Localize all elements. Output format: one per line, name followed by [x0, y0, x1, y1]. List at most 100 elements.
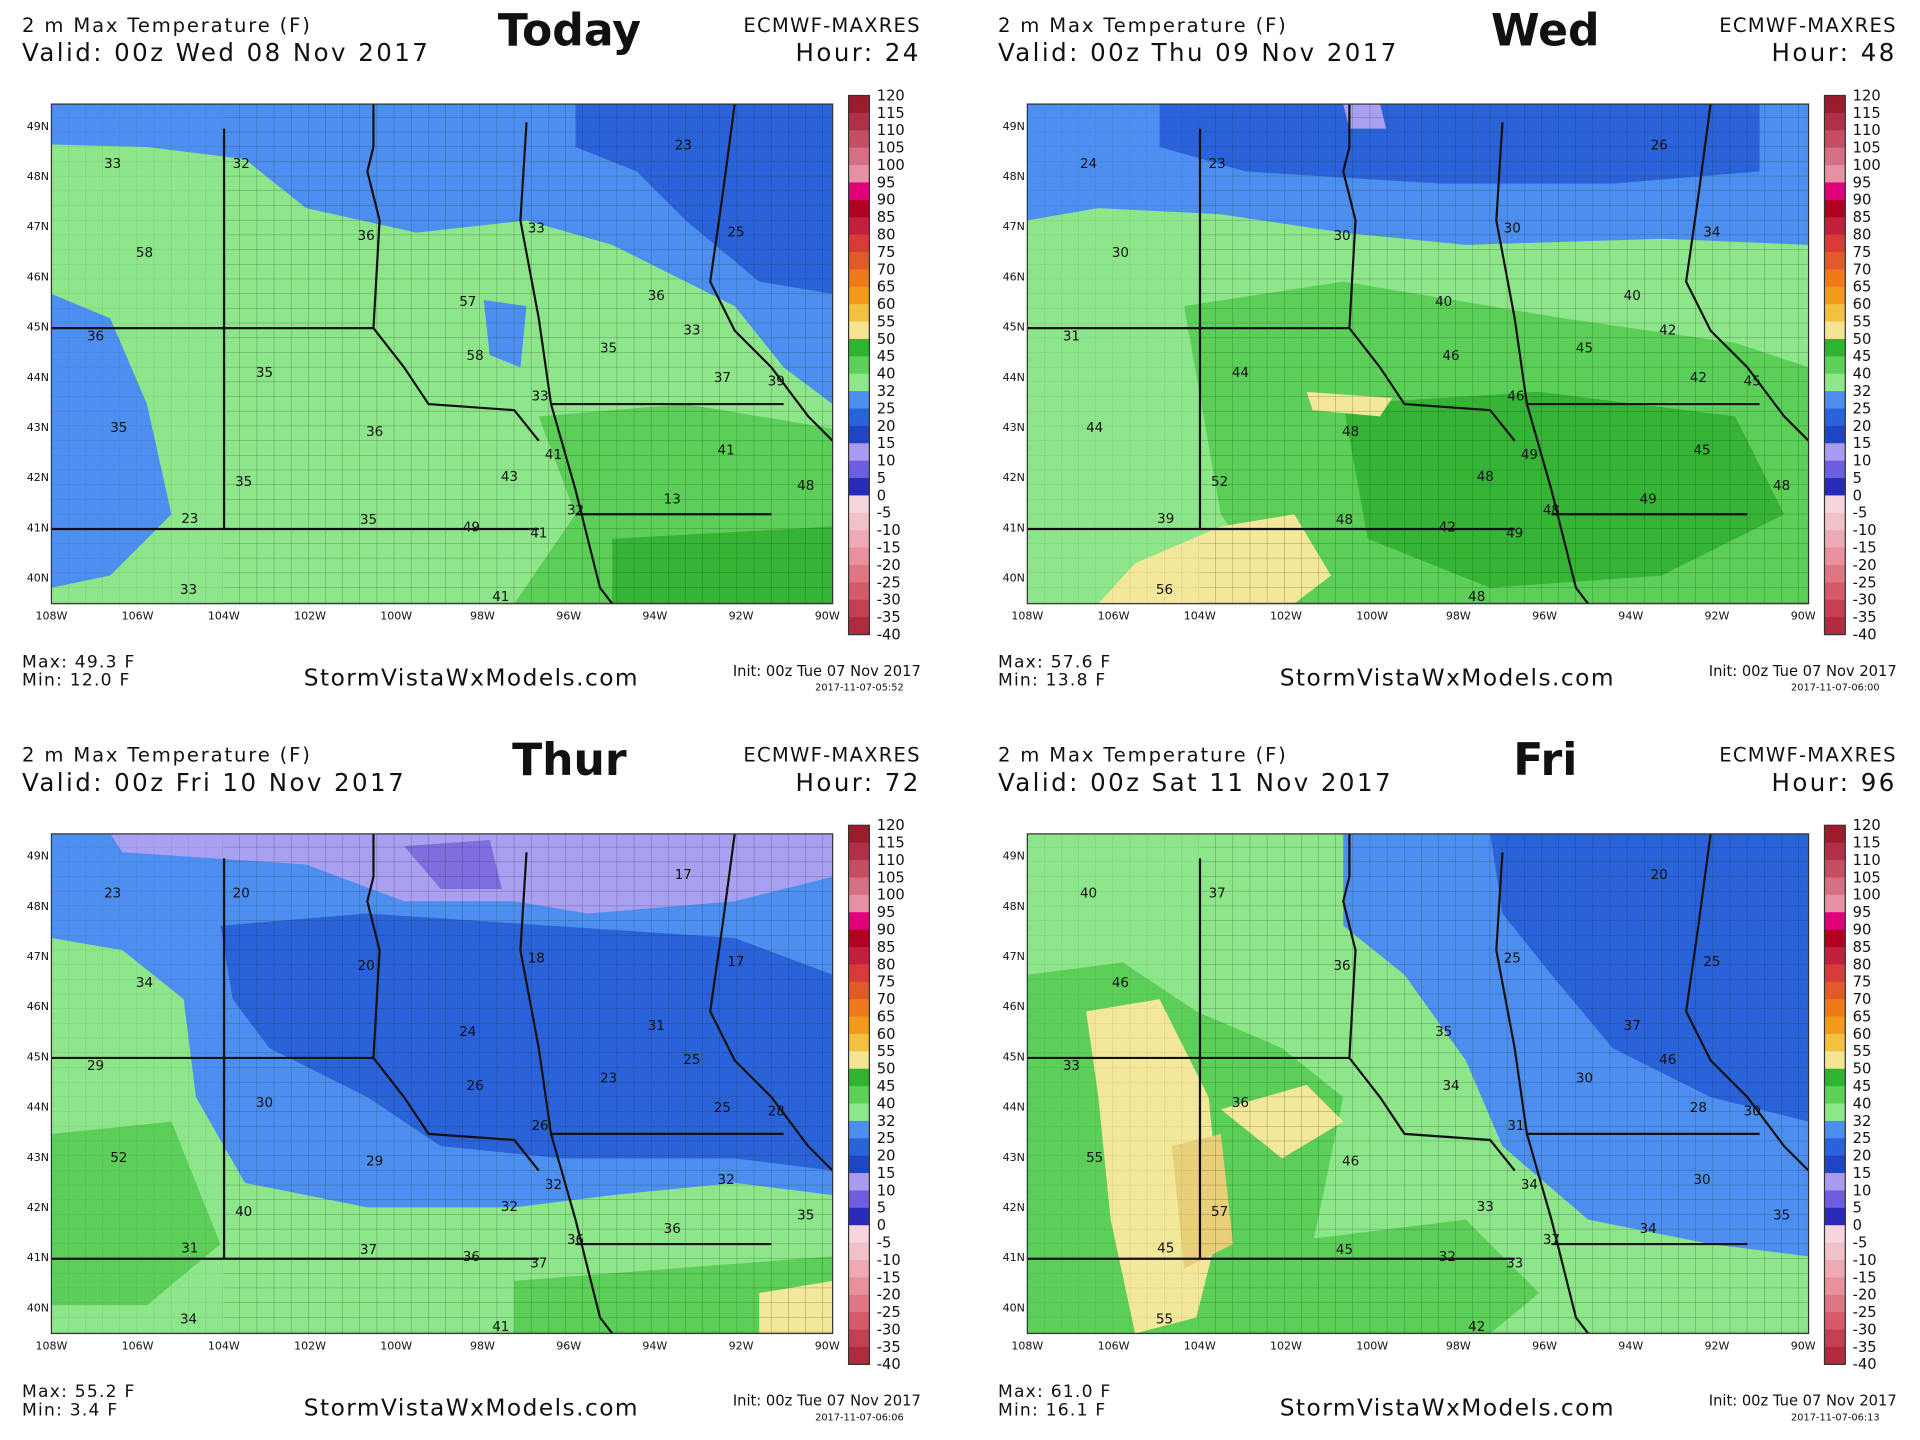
- latitude-label: 49N: [27, 850, 49, 863]
- legend-label: 60: [877, 1026, 896, 1043]
- temperature-label: 36: [1232, 1096, 1249, 1111]
- temperature-label: 29: [366, 1155, 383, 1170]
- legend-swatch: [848, 999, 870, 1018]
- legend-label: 20: [1853, 418, 1872, 435]
- map-frame: [1026, 833, 1810, 1335]
- latitude-label: 47N: [27, 220, 49, 233]
- init-time: Init: 00z Tue 07 Nov 2017: [1709, 1393, 1897, 1410]
- temperature-label: 34: [1442, 1079, 1459, 1094]
- legend-swatch: [848, 1294, 870, 1313]
- temperature-label: 40: [1624, 289, 1641, 304]
- legend-swatch: [848, 95, 870, 114]
- longitude-label: 98W: [1446, 610, 1471, 623]
- temperature-label: 17: [727, 955, 744, 970]
- temperature-label: 26: [467, 1079, 484, 1094]
- legend-label: -15: [1853, 539, 1877, 556]
- temperature-label: 30: [1333, 229, 1350, 244]
- temperature-label: 58: [136, 246, 153, 261]
- temperature-label: 20: [233, 887, 250, 902]
- legend-label: 75: [1853, 244, 1872, 261]
- legend-swatch: [848, 582, 870, 601]
- legend-swatch: [848, 252, 870, 270]
- longitude-label: 100W: [1356, 610, 1388, 623]
- legend-label: -25: [1853, 1304, 1877, 1321]
- temperature-label: 28: [768, 1105, 785, 1120]
- panel: 2 m Max Temperature (F)Valid: 00z Sat 11…: [998, 735, 1897, 1423]
- legend-swatch: [848, 269, 870, 288]
- longitude-label: 102W: [294, 610, 326, 623]
- temperature-label: 17: [675, 868, 692, 883]
- max-value: Max: 61.0 F: [998, 1382, 1112, 1402]
- temperature-label: 24: [1080, 157, 1097, 172]
- legend-label: 40: [1853, 1095, 1872, 1112]
- legend-swatch: [848, 964, 870, 983]
- temperature-label: 46: [1659, 1053, 1676, 1068]
- legend-swatch: [848, 391, 870, 410]
- latitude-label: 44N: [1003, 1101, 1025, 1114]
- legend-label: 10: [1853, 453, 1872, 470]
- latitude-label: 45N: [1003, 1050, 1025, 1063]
- longitude-label: 96W: [1532, 1339, 1557, 1352]
- temperature-label: 42: [1690, 371, 1707, 386]
- legend-swatch: [1824, 1260, 1846, 1278]
- temperature-label: 48: [1543, 503, 1560, 518]
- temperature-label: 43: [501, 470, 518, 485]
- timestamp: 2017-11-07-06:13: [1791, 1412, 1880, 1423]
- legend-swatch: [848, 842, 870, 861]
- legend-swatch: [1824, 1103, 1846, 1122]
- legend-swatch: [1824, 425, 1846, 444]
- legend-label: 95: [877, 174, 896, 191]
- legend-swatch: [1824, 286, 1846, 305]
- panel: 2 m Max Temperature (F)Valid: 00z Fri 10…: [22, 735, 921, 1423]
- legend-label: 105: [877, 869, 905, 886]
- legend-label: 105: [1853, 869, 1881, 886]
- latitude-label: 47N: [27, 950, 49, 963]
- temperature-label: 23: [600, 1071, 617, 1086]
- temperature-label: 37: [360, 1243, 377, 1258]
- model-name: ECMWF-MAXRES: [743, 744, 920, 767]
- legend-swatch: [1824, 373, 1846, 392]
- temperature-label: 55: [1156, 1313, 1173, 1328]
- legend-swatch: [848, 217, 870, 236]
- init-time: Init: 00z Tue 07 Nov 2017: [733, 663, 921, 680]
- temperature-label: 30: [1112, 246, 1129, 261]
- temperature-label: 45: [1576, 342, 1593, 357]
- legend-label: 100: [877, 887, 905, 904]
- legend-label: 32: [877, 383, 896, 400]
- legend-swatch: [848, 512, 870, 531]
- legend-swatch: [848, 530, 870, 549]
- legend-label: -40: [1853, 1356, 1877, 1373]
- legend-label: 85: [877, 209, 896, 226]
- legend-label: 25: [1853, 1130, 1872, 1147]
- legend-label: 10: [1853, 1182, 1872, 1199]
- legend-label: -30: [1853, 592, 1877, 609]
- temperature-label: 55: [1086, 1151, 1103, 1166]
- legend-swatch: [1824, 894, 1846, 913]
- temperature-label: 36: [1333, 959, 1350, 974]
- state-border: [366, 833, 540, 1172]
- legend-frame: [847, 94, 870, 636]
- legend-swatch: [848, 1051, 870, 1070]
- temperature-label: 49: [1521, 448, 1538, 463]
- latitude-label: 47N: [1003, 220, 1025, 233]
- legend-swatch: [1824, 1190, 1846, 1209]
- temperature-label: 41: [545, 448, 562, 463]
- panel: 2 m Max Temperature (F)Valid: 00z Wed 08…: [22, 5, 921, 693]
- legend-label: 80: [877, 956, 896, 973]
- legend-label: 55: [877, 1043, 896, 1060]
- temperature-label: 25: [1504, 951, 1521, 966]
- temperature-label: 32: [501, 1200, 518, 1215]
- temperature-label: 48: [797, 479, 814, 494]
- legend-label: 20: [1853, 1148, 1872, 1165]
- legend-label: -5: [1853, 1235, 1868, 1252]
- latitude-label: 41N: [1003, 521, 1025, 534]
- legend-label: 10: [877, 1182, 896, 1199]
- site-name: StormVistaWxModels.com: [1280, 1395, 1615, 1422]
- legend-label: -10: [877, 522, 901, 539]
- temperature-label: 18: [528, 951, 545, 966]
- legend-label: 0: [877, 1217, 886, 1234]
- legend-swatch: [848, 234, 870, 253]
- legend-label: -40: [877, 1356, 901, 1373]
- legend-swatch: [1824, 964, 1846, 983]
- legend-label: 40: [877, 1095, 896, 1112]
